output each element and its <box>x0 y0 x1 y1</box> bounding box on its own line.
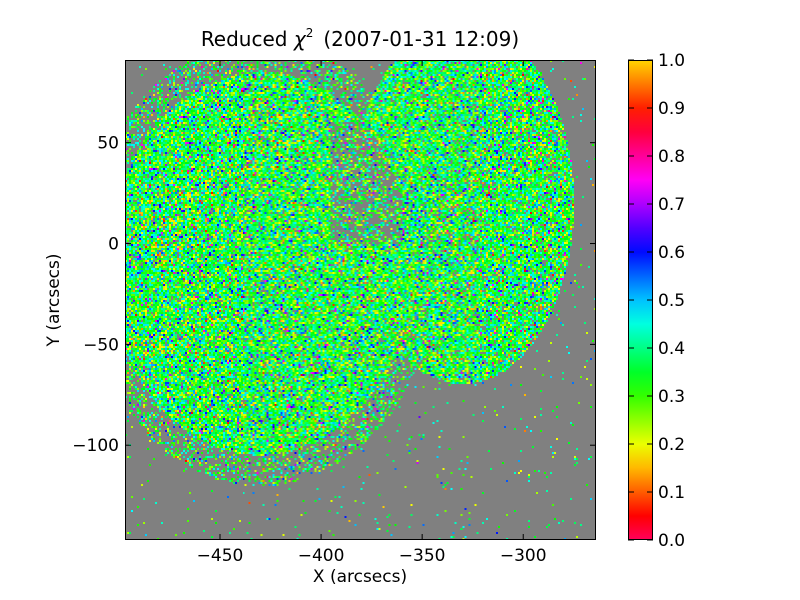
x-tick-label: −400 <box>298 546 345 566</box>
colorbar-tick-label: 0.5 <box>658 291 685 311</box>
y-tick-label: 0 <box>108 235 119 255</box>
x-tick-label: −450 <box>197 546 244 566</box>
colorbar-tick-label: 0.1 <box>658 483 685 503</box>
colorbar-ticks: 1.0 0.9 0.8 0.7 0.6 0.5 0.4 0.3 0.2 0.1 0.0 <box>628 51 685 551</box>
x-axis-label: X (arcsecs) <box>313 567 407 587</box>
chart-title-exponent: 2 <box>306 26 314 40</box>
y-axis-label: Y (arcsecs) <box>44 254 64 348</box>
colorbar-tick-label: 1.0 <box>658 51 685 71</box>
plot-frame <box>125 60 596 540</box>
heatmap-image <box>125 60 596 540</box>
colorbar-tick-label: 0.9 <box>658 99 685 119</box>
chart-title-symbol: χ <box>293 27 307 51</box>
chart-title-main: Reduced <box>201 27 294 51</box>
colorbar-tick-label: 0.0 <box>658 531 685 551</box>
x-axis-ticks: −450 −400 −350 −300 <box>197 60 547 566</box>
x-tick-label: −300 <box>500 546 547 566</box>
colorbar-tick-label: 0.8 <box>658 147 685 167</box>
colorbar-tick-label: 0.4 <box>658 339 685 359</box>
y-tick-label: 50 <box>97 134 119 154</box>
y-axis-ticks: 50 0 −50 −100 <box>72 134 596 456</box>
chart-title: Reduced χ2 (2007-01-31 12:09) <box>201 26 519 51</box>
y-tick-label: −50 <box>83 335 119 355</box>
colorbar-tick-label: 0.2 <box>658 435 685 455</box>
y-tick-label: −100 <box>72 436 119 456</box>
chart-title-date: (2007-01-31 12:09) <box>323 27 519 51</box>
colorbar-tick-label: 0.3 <box>658 387 685 407</box>
colorbar-tick-label: 0.7 <box>658 195 685 215</box>
x-tick-label: −350 <box>399 546 446 566</box>
colorbar-tick-label: 0.6 <box>658 243 685 263</box>
